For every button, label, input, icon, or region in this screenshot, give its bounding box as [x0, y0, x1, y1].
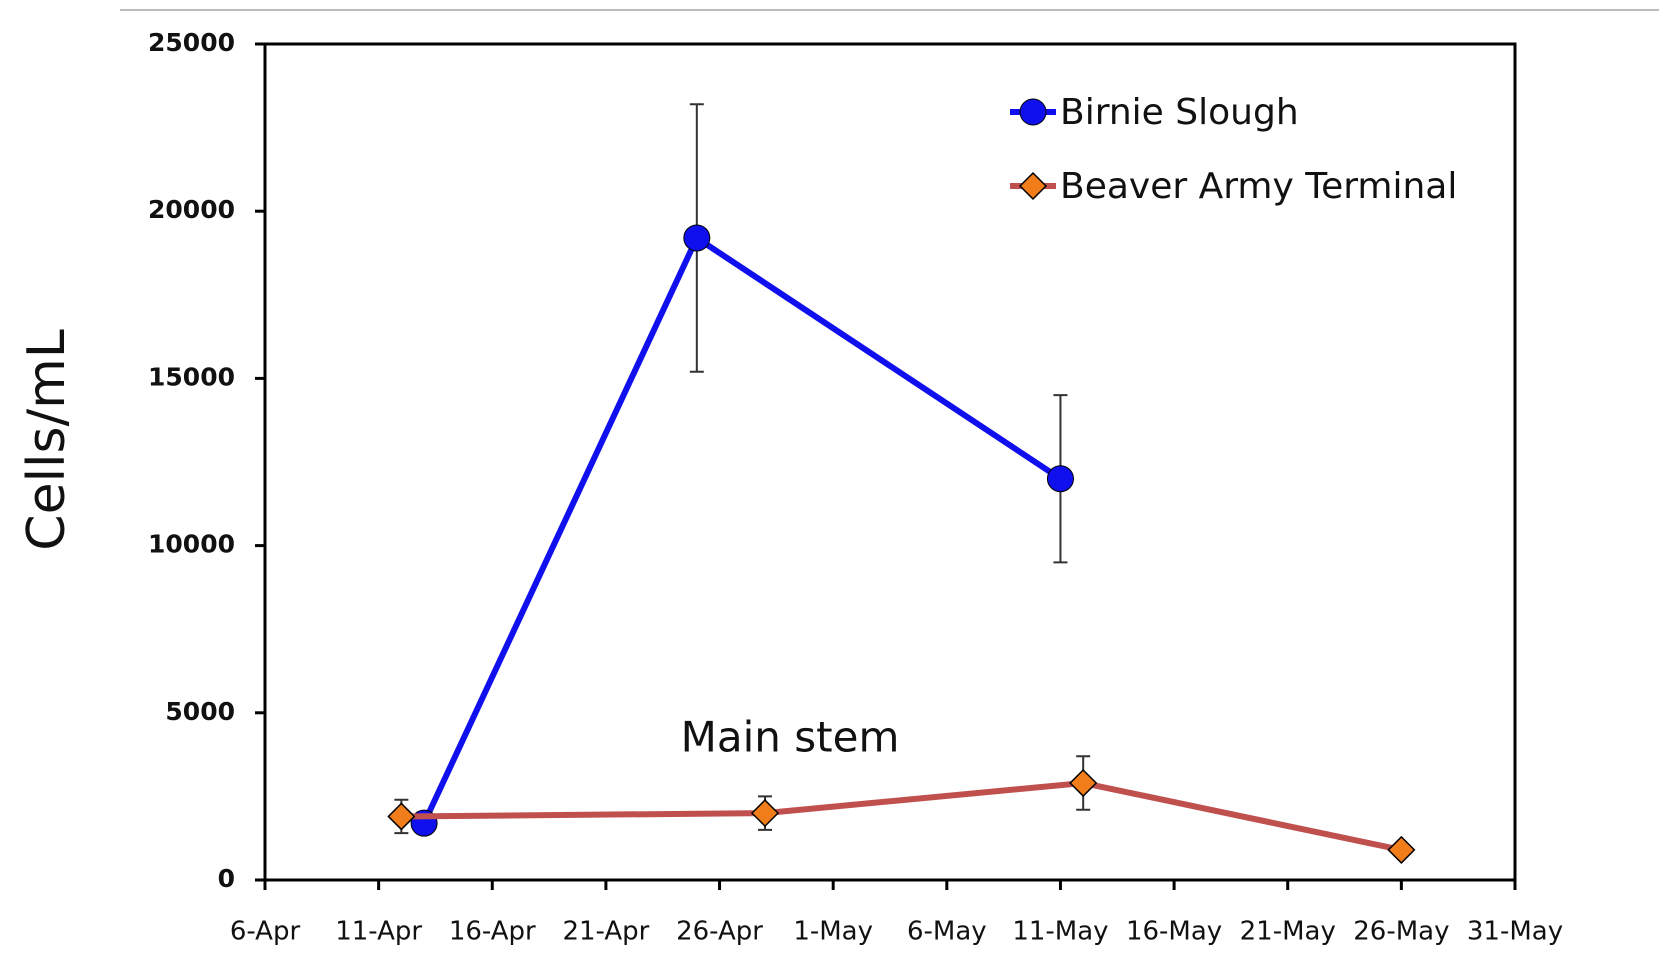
y-tick-label: 20000 — [148, 195, 235, 224]
y-tick-label: 25000 — [148, 28, 235, 57]
series-line — [401, 779, 1402, 853]
y-tick-label: 0 — [218, 864, 235, 893]
data-point — [387, 802, 416, 831]
x-tick-label: 16-May — [1126, 917, 1222, 947]
x-tick-label: 11-Apr — [335, 917, 422, 947]
legend-label: Beaver Army Terminal — [1060, 166, 1457, 207]
x-tick-label: 21-May — [1240, 917, 1336, 947]
x-tick-label: 11-May — [1012, 917, 1108, 947]
legend-label: Birnie Slough — [1060, 92, 1299, 133]
plot-frame — [263, 42, 1517, 882]
x-tick-label: 31-May — [1467, 917, 1563, 947]
legend-marker — [1018, 171, 1048, 201]
data-point — [683, 224, 711, 252]
annotation: Main stem — [681, 713, 900, 762]
data-point — [1069, 768, 1098, 798]
x-tick-label: 16-Apr — [449, 917, 536, 947]
data-point — [1046, 465, 1074, 493]
data-point — [1387, 835, 1416, 864]
x-tick-label: 6-Apr — [230, 917, 301, 947]
y-axis-label: Cells/mL — [17, 329, 77, 550]
x-tick-label: 26-May — [1353, 917, 1449, 947]
legend-marker — [1019, 98, 1047, 126]
data-point — [750, 799, 780, 828]
x-tick-label: 6-May — [907, 917, 987, 947]
y-tick-label: 5000 — [165, 697, 235, 726]
x-tick-label: 21-Apr — [562, 917, 649, 947]
y-tick-label: 15000 — [148, 362, 235, 391]
y-tick-label: 10000 — [148, 530, 235, 559]
x-tick-label: 26-Apr — [676, 917, 763, 947]
x-tick-label: 1-May — [793, 917, 873, 947]
